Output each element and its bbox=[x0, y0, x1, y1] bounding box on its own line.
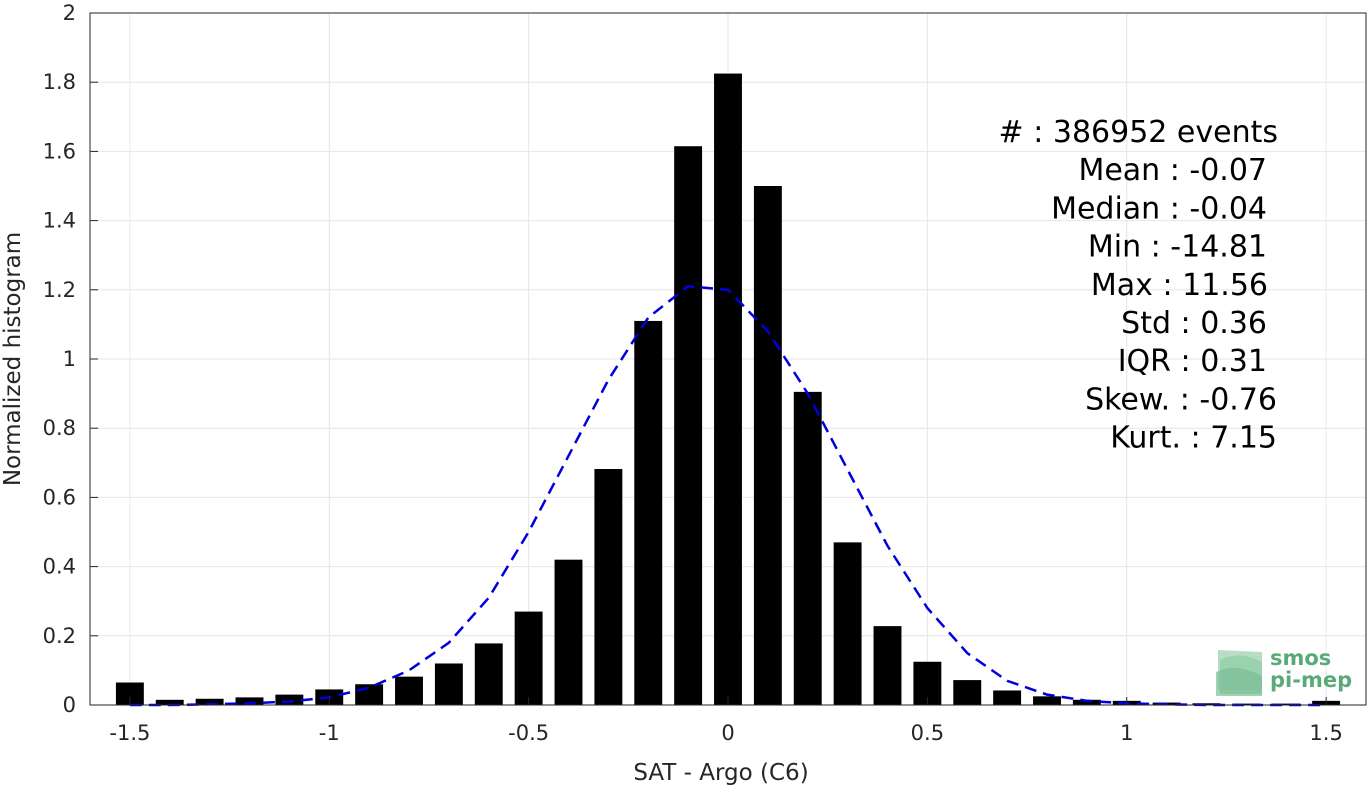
histogram-bar bbox=[395, 676, 423, 705]
histogram-bar bbox=[554, 559, 583, 705]
y-tick-label: 0.6 bbox=[43, 485, 76, 509]
histogram-bar bbox=[993, 690, 1022, 705]
logo-waves-icon bbox=[1216, 650, 1262, 696]
histogram-bar bbox=[594, 469, 623, 705]
x-tick-label: 1 bbox=[1120, 721, 1133, 745]
y-tick-label: 1 bbox=[63, 347, 76, 371]
histogram-bar bbox=[514, 611, 543, 705]
histogram-bar bbox=[793, 391, 822, 705]
stat-line: Max : 11.56 bbox=[1091, 268, 1268, 303]
histogram-bar bbox=[155, 699, 184, 705]
y-axis-ticks: 0 0.2 0.4 0.6 0.8 1 1.2 1.4 1.6 1.8 2 bbox=[43, 1, 98, 717]
histogram-bar bbox=[833, 542, 862, 705]
histogram-bar bbox=[1272, 703, 1301, 705]
stat-line: Min : -14.81 bbox=[1088, 230, 1267, 265]
logo-line-2: pi-mep bbox=[1270, 668, 1352, 692]
y-tick-label: 1.2 bbox=[43, 278, 76, 302]
histogram-bar bbox=[195, 698, 224, 705]
logo-line-1: smos bbox=[1270, 646, 1331, 670]
histogram-bar bbox=[275, 694, 304, 705]
histogram-bar bbox=[1072, 699, 1101, 705]
stat-line: Kurt. : 7.15 bbox=[1110, 421, 1277, 456]
histogram-bar bbox=[953, 680, 982, 705]
stat-line: Mean : -0.07 bbox=[1078, 153, 1267, 188]
x-axis-ticks: -1.5 -1 -0.5 0 0.5 1 1.5 bbox=[109, 697, 1343, 745]
y-tick-label: 0.8 bbox=[43, 416, 76, 440]
y-axis-label: Normalized histogram bbox=[0, 232, 26, 486]
histogram-bar bbox=[714, 73, 742, 706]
y-tick-label: 1.4 bbox=[43, 209, 76, 233]
stat-line: Skew. : -0.76 bbox=[1085, 382, 1277, 417]
stat-line: Median : -0.04 bbox=[1051, 191, 1267, 226]
y-tick-label: 1.8 bbox=[43, 70, 76, 94]
stat-line: IQR : 0.31 bbox=[1118, 344, 1267, 379]
y-tick-label: 1.6 bbox=[43, 139, 76, 163]
histogram-bar bbox=[115, 682, 144, 705]
histogram-bar bbox=[1192, 703, 1221, 705]
histogram-bar bbox=[235, 697, 264, 705]
stat-line: # : 386952 events bbox=[999, 115, 1278, 150]
y-tick-label: 2 bbox=[63, 1, 76, 25]
histogram-bar bbox=[1232, 703, 1261, 705]
x-tick-label: 1.5 bbox=[1309, 721, 1342, 745]
smos-pimep-logo: smos pi-mep bbox=[1216, 646, 1352, 696]
histogram-bar bbox=[434, 663, 463, 705]
y-tick-label: 0.4 bbox=[43, 555, 76, 579]
histogram-bar bbox=[753, 186, 782, 705]
stat-line: Std : 0.36 bbox=[1121, 306, 1267, 341]
x-tick-label: -1.5 bbox=[109, 721, 150, 745]
histogram-bar bbox=[634, 320, 663, 705]
x-tick-label: 0 bbox=[721, 721, 734, 745]
y-tick-label: 0.2 bbox=[43, 624, 76, 648]
histogram-bar bbox=[474, 643, 503, 705]
y-tick-label: 0 bbox=[63, 693, 76, 717]
histogram-bar bbox=[355, 684, 384, 705]
x-tick-label: 0.5 bbox=[911, 721, 944, 745]
histogram-bar bbox=[1033, 696, 1061, 705]
histogram-bar bbox=[873, 626, 902, 705]
x-axis-label: SAT - Argo (C6) bbox=[633, 760, 808, 786]
x-tick-label: -0.5 bbox=[508, 721, 549, 745]
x-tick-label: -1 bbox=[319, 721, 340, 745]
histogram-bar bbox=[674, 146, 703, 705]
histogram-bars bbox=[115, 73, 1341, 706]
